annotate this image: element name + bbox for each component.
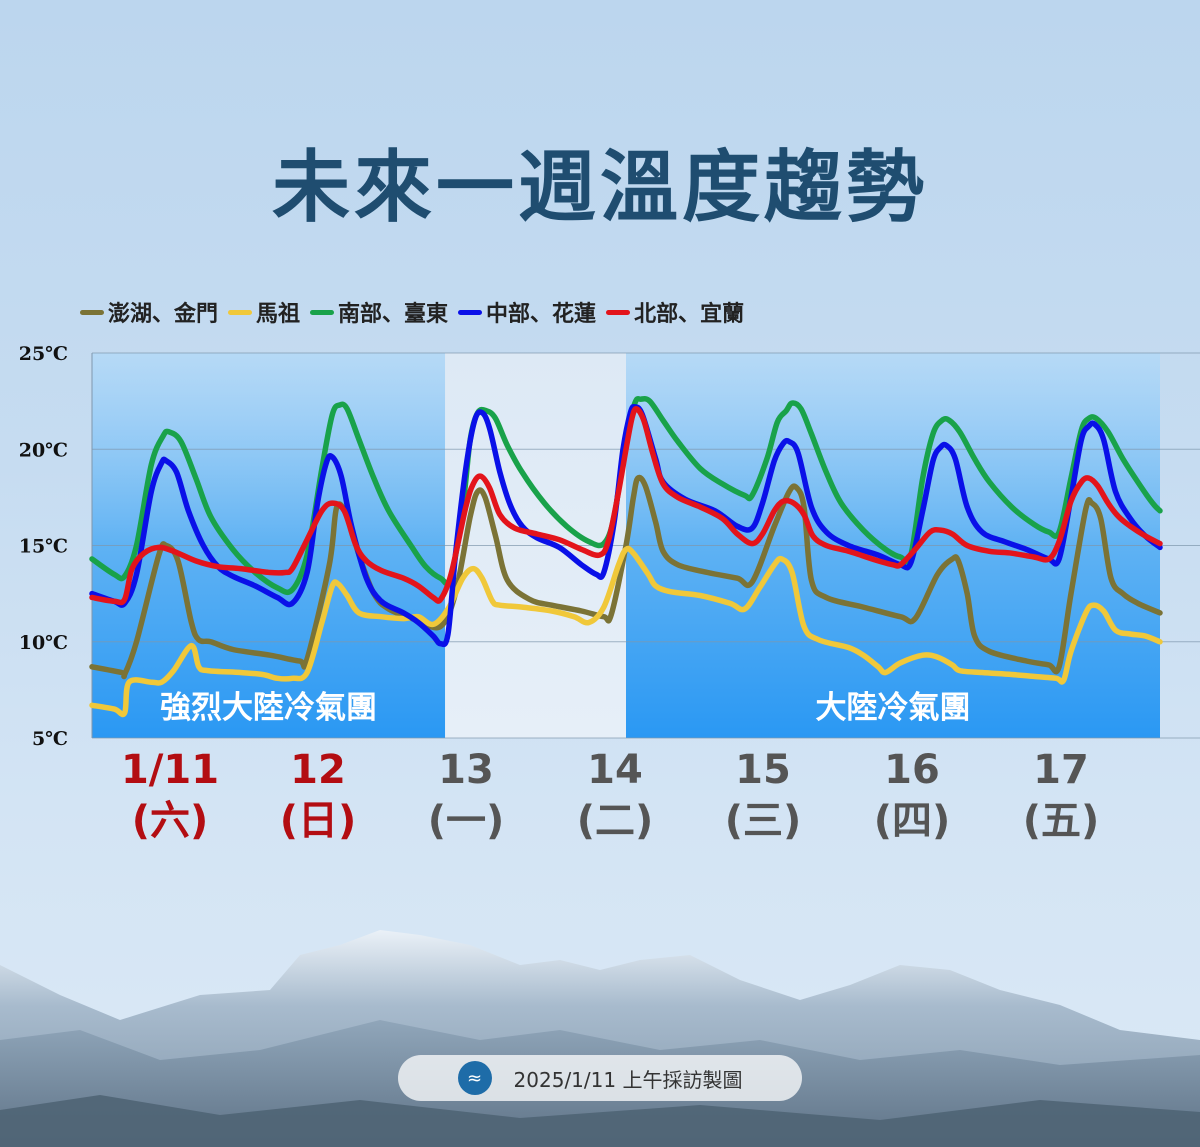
- legend-item: 馬祖: [228, 296, 300, 328]
- y-tick-label: 25℃: [19, 343, 68, 365]
- band-label: 強烈大陸冷氣團: [160, 690, 377, 726]
- day-weekday: (日): [279, 798, 357, 844]
- day-date: 16: [884, 747, 940, 793]
- day-weekday: (二): [576, 798, 654, 844]
- legend-item: 南部、臺東: [310, 296, 448, 328]
- day-date: 14: [587, 747, 643, 793]
- series-line: [89, 406, 1163, 606]
- chart-legend: 澎湖、金門 馬祖 南部、臺東 中部、花蓮 北部、宜蘭: [80, 296, 754, 328]
- day-date: 17: [1033, 747, 1089, 793]
- page-title: 未來一週溫度趨勢: [271, 143, 928, 233]
- weather-bureau-logo-icon: ≈: [457, 1061, 492, 1095]
- legend-swatch: [80, 309, 104, 315]
- day-weekday: (三): [724, 798, 802, 844]
- legend-swatch: [228, 309, 253, 315]
- legend-label: 南部、臺東: [338, 302, 449, 327]
- legend-label: 澎湖、金門: [108, 302, 219, 327]
- series-line: [89, 474, 1163, 680]
- legend-item: 澎湖、金門: [80, 296, 218, 328]
- footer-badge: ≈ 2025/1/11 上午採訪製圖: [398, 1055, 802, 1101]
- footer-text: 2025/1/11 上午採訪製圖: [513, 1067, 743, 1092]
- y-tick-label: 15℃: [19, 536, 68, 558]
- day-weekday: (五): [1022, 798, 1100, 844]
- temperature-chart: 25℃ 20℃ 15℃ 10℃ 5℃ 強烈大陸冷氣團 大陸冷氣團: [19, 343, 1200, 750]
- day-weekday: (六): [131, 798, 209, 844]
- day-date: 13: [438, 747, 494, 793]
- day-date: 15: [735, 747, 791, 793]
- y-tick-label: 10℃: [19, 632, 68, 654]
- day-date: 12: [290, 747, 346, 793]
- y-tick-label: 20℃: [19, 439, 68, 461]
- day-date: 1/11: [120, 747, 220, 793]
- legend-item: 北部、宜蘭: [606, 296, 744, 328]
- legend-swatch: [458, 309, 483, 315]
- band-label: 大陸冷氣團: [816, 690, 971, 726]
- series-line: [89, 545, 1163, 718]
- series-line: [89, 395, 1163, 596]
- legend-label: 中部、花蓮: [486, 302, 597, 327]
- legend-swatch: [310, 309, 335, 315]
- day-weekday: (四): [873, 798, 951, 844]
- day-weekday: (一): [427, 798, 505, 844]
- y-tick-label: 5℃: [32, 728, 68, 750]
- legend-swatch: [606, 309, 631, 315]
- legend-label: 北部、宜蘭: [634, 302, 745, 327]
- legend-item: 中部、花蓮: [458, 296, 596, 328]
- legend-label: 馬祖: [256, 302, 301, 327]
